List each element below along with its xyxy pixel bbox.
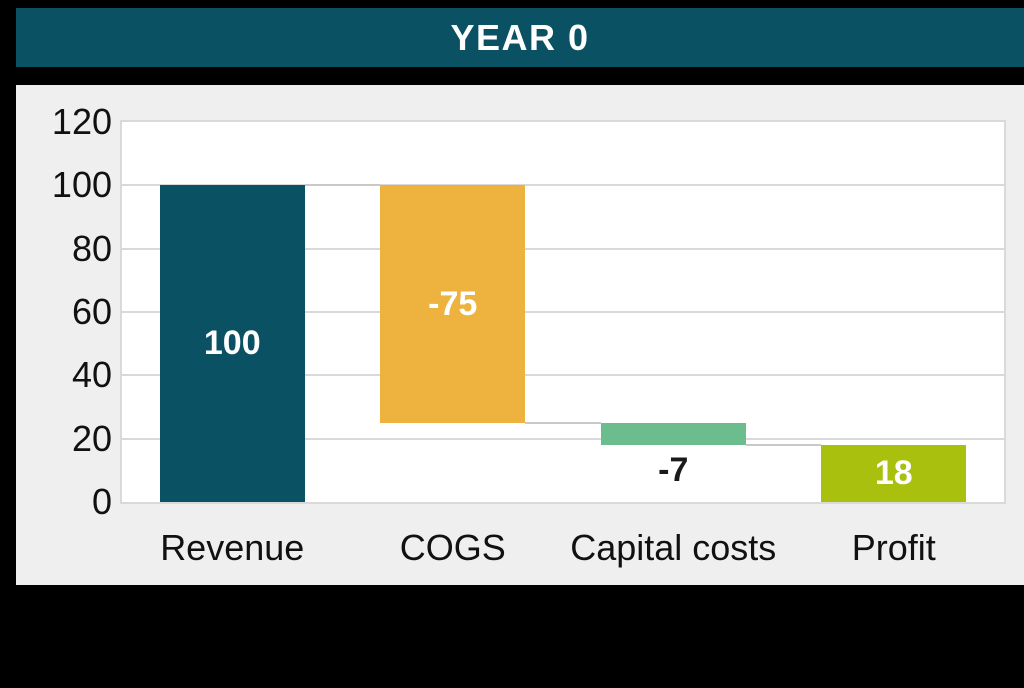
- connector-line: [304, 184, 381, 187]
- y-tick-label-100: 100: [51, 164, 112, 206]
- y-tick-label-80: 80: [71, 227, 112, 269]
- bar-cogs: -75: [380, 185, 526, 423]
- y-tick-label-20: 20: [71, 417, 112, 459]
- bar-profit: 18: [821, 445, 967, 502]
- chart-title-banner: YEAR 0: [16, 8, 1024, 67]
- gridline-60: [122, 311, 1004, 313]
- gridline-80: [122, 247, 1004, 250]
- x-axis-label-revenue: Revenue: [160, 527, 305, 568]
- gridline-100: [122, 184, 1004, 187]
- bar-value-label-capital-costs: -7: [658, 451, 689, 489]
- y-tick-label-40: 40: [71, 354, 112, 396]
- bar-capital-costs: [600, 422, 746, 445]
- x-axis-label-capital-costs: Capital costs: [570, 527, 777, 568]
- chart-title: YEAR 0: [450, 16, 590, 58]
- bar-value-label-revenue: 100: [203, 324, 261, 363]
- gridline-20: [122, 437, 1004, 440]
- connector-line: [745, 444, 822, 446]
- bar-value-label-profit: 18: [874, 454, 913, 492]
- gridline-40: [122, 374, 1004, 377]
- y-tick-label-120: 120: [51, 101, 112, 142]
- bar-revenue: 100: [159, 185, 305, 502]
- bar-value-label-cogs: -75: [428, 284, 478, 323]
- y-tick-label-0: 0: [91, 481, 112, 522]
- connector-line: [525, 421, 601, 424]
- x-axis-label-cogs: COGS: [399, 527, 506, 568]
- y-tick-label-60: 60: [71, 291, 112, 332]
- x-axis-label-profit: Profit: [851, 527, 936, 568]
